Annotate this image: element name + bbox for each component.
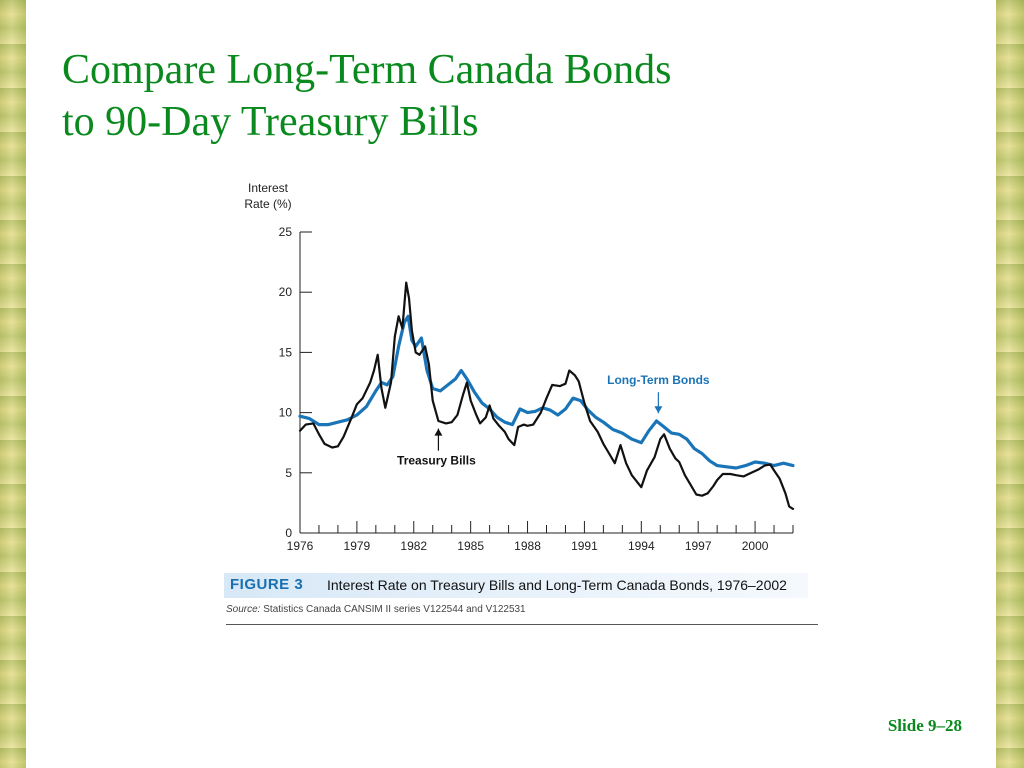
decorative-left-border bbox=[0, 0, 26, 768]
x-tick-label: 2000 bbox=[742, 539, 769, 553]
x-tick-label: 1985 bbox=[457, 539, 484, 553]
x-tick-label: 1988 bbox=[514, 539, 541, 553]
y-axis-label-line-2: Rate (%) bbox=[244, 197, 291, 211]
chart-axes: 0 5 10 15 20 25 1976 1979 1982 1985 1988 1991 1994 19… bbox=[279, 225, 794, 553]
series-treasury-bills-line bbox=[298, 281, 795, 510]
annotation-arrowhead bbox=[654, 406, 663, 414]
figure-label: FIGURE 3 bbox=[230, 576, 304, 593]
figure-caption-bar: FIGURE 3 Interest Rate on Treasury Bills… bbox=[224, 573, 808, 598]
annotation-arrowhead bbox=[434, 428, 443, 436]
annotation-long-term-bonds: Long-Term Bonds bbox=[607, 373, 710, 387]
y-tick-label: 0 bbox=[285, 526, 292, 540]
x-tick-label: 1997 bbox=[685, 539, 712, 553]
x-tick-label: 1994 bbox=[628, 539, 655, 553]
y-tick-label: 5 bbox=[285, 466, 292, 480]
decorative-right-border bbox=[996, 0, 1024, 768]
source-label: Source: bbox=[226, 604, 261, 615]
y-tick-label: 25 bbox=[279, 225, 293, 239]
annotation-treasury-bills: Treasury Bills bbox=[397, 454, 476, 468]
y-tick-label: 20 bbox=[279, 285, 293, 299]
x-tick-label: 1991 bbox=[571, 539, 598, 553]
interest-rate-chart: Interest Rate (%) 0 5 10 15 20 25 1976 1979 1982… bbox=[244, 181, 795, 553]
series-long-term-bonds-line bbox=[298, 314, 795, 470]
chart-series bbox=[298, 281, 795, 510]
y-axis-label-line-1: Interest bbox=[248, 181, 289, 195]
figure-divider bbox=[226, 624, 818, 625]
figure-source: Source: Statistics Canada CANSIM II seri… bbox=[226, 604, 526, 615]
figure-caption: Interest Rate on Treasury Bills and Long… bbox=[327, 577, 787, 593]
slide-title-line-1: Compare Long-Term Canada Bonds bbox=[62, 47, 672, 93]
x-tick-label: 1979 bbox=[344, 539, 371, 553]
source-text: Statistics Canada CANSIM II series V1225… bbox=[263, 604, 526, 615]
slide-number: Slide 9–28 bbox=[887, 716, 962, 735]
y-tick-label: 15 bbox=[279, 345, 293, 359]
x-tick-label: 1982 bbox=[400, 539, 427, 553]
slide-title-line-2: to 90-Day Treasury Bills bbox=[62, 99, 479, 145]
x-tick-label: 1976 bbox=[287, 539, 314, 553]
slide-title: Compare Long-Term Canada Bonds to 90-Day… bbox=[62, 44, 782, 148]
chart-annotations: Long-Term Bonds Treasury Bills bbox=[397, 373, 710, 467]
y-tick-label: 10 bbox=[279, 406, 293, 420]
